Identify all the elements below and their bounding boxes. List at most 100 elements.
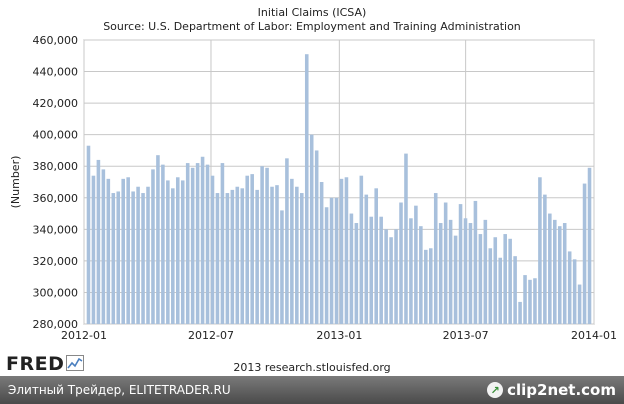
x-tick-label: 2014-01 [571,329,617,342]
bar [443,202,448,324]
bar [205,164,210,324]
bar [409,218,413,324]
x-tick-label: 2013-07 [443,329,489,342]
bar [106,178,111,324]
bar [498,257,503,324]
bar [448,219,453,324]
bar [389,237,393,324]
y-tick-label: 340,000 [33,223,79,236]
bar [572,259,577,324]
bar [220,163,225,324]
clip2net-logo-icon: ↗ [487,382,504,398]
bar [156,155,160,324]
bar [483,219,488,324]
bar [270,186,274,324]
bar [582,183,587,324]
bar [438,223,443,324]
bar [250,174,254,324]
bar [428,248,433,324]
bar [419,226,423,324]
watermark-text: Элитный Трейдер, ELITETRADER.RU [8,383,231,397]
bar [86,145,91,324]
y-axis-label: (Number) [9,156,22,209]
bar [463,218,468,324]
bar [190,167,195,324]
chart-title: Initial Claims (ICSA) [257,6,367,19]
bar [225,193,230,324]
bar [339,178,344,324]
bar [111,193,116,324]
bar [562,223,567,324]
bar [538,177,542,324]
bar [324,207,329,324]
bar [116,191,121,324]
bar [146,186,150,324]
bar [468,223,473,324]
x-tick-label: 2012-01 [61,329,107,342]
bar [513,256,517,324]
bar [458,204,463,324]
bar [557,226,562,324]
bar [548,213,552,324]
bar [121,178,125,324]
watermark-bar: Элитный Трейдер, ELITETRADER.RU ↗ clip2n… [0,376,624,404]
bar [518,301,522,324]
bar [587,167,592,324]
bar [195,163,200,324]
y-tick-label: 460,000 [33,34,79,47]
bar [215,193,220,324]
bar [141,193,145,324]
x-tick-label: 2013-01 [316,329,362,342]
bar [230,189,235,324]
bar [175,177,180,324]
bar [235,186,240,324]
bar [290,178,294,324]
bar [166,180,170,324]
bar [171,188,175,324]
bar [433,193,438,324]
bar [374,188,378,324]
grid-lines [83,39,595,325]
bar [523,275,527,324]
source-credit: 2013 research.stlouisfed.org [233,361,391,374]
bar [151,169,155,324]
bar [300,193,304,324]
bar [275,185,279,324]
x-tick-label: 2012-07 [188,329,234,342]
bar [473,200,478,324]
bar [478,234,483,324]
bar [503,234,507,324]
sparkline-icon [66,354,85,376]
y-tick-label: 300,000 [33,286,79,299]
bar [101,169,106,324]
y-tick-label: 440,000 [33,66,79,79]
bar [265,167,269,324]
bar [404,153,408,324]
bar [91,175,96,324]
bar [295,186,299,324]
y-tick-label: 400,000 [33,129,79,142]
bar [334,197,339,324]
bar [180,180,185,324]
y-tick-label: 320,000 [33,255,79,268]
bar [384,229,388,324]
bar [424,249,428,324]
bar [453,235,458,324]
bar [161,164,165,324]
bar [319,182,324,324]
bar [136,186,140,324]
bar [369,216,374,324]
bar [210,175,215,324]
bar [285,158,289,324]
bar [131,191,135,324]
bar [567,251,572,324]
fred-logo: FRED [6,353,85,376]
y-axis: 280,000 300,000 320,000 340,000 360,000 380,0… [33,34,79,331]
bar [126,177,130,324]
bar [364,194,369,324]
bar [553,219,557,324]
bar [304,54,309,324]
bar [394,229,398,324]
bar [344,177,349,324]
